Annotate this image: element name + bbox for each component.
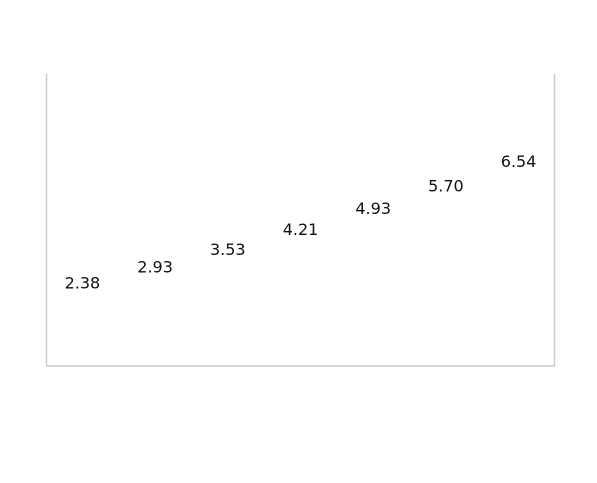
plot-frame: [45, 74, 556, 367]
data-label: 2.93: [137, 257, 173, 276]
data-label: 4.21: [283, 220, 319, 239]
data-point: [298, 241, 303, 246]
data-point: [80, 294, 85, 299]
data-label: 5.70: [428, 177, 464, 196]
data-label: 2.38: [65, 274, 101, 293]
data-label: 3.53: [210, 240, 246, 259]
data-label: 4.93: [355, 199, 391, 218]
data-point: [371, 220, 376, 224]
data-point: [153, 278, 158, 283]
data-point: [443, 197, 448, 202]
data-label-layer: 2.38 2.93 3.53 4.21 4.93 5.70 6.54: [65, 152, 537, 293]
data-point: [516, 173, 521, 177]
data-label: 6.54: [501, 152, 537, 171]
data-point: [225, 260, 230, 265]
series-layer: [80, 173, 521, 299]
